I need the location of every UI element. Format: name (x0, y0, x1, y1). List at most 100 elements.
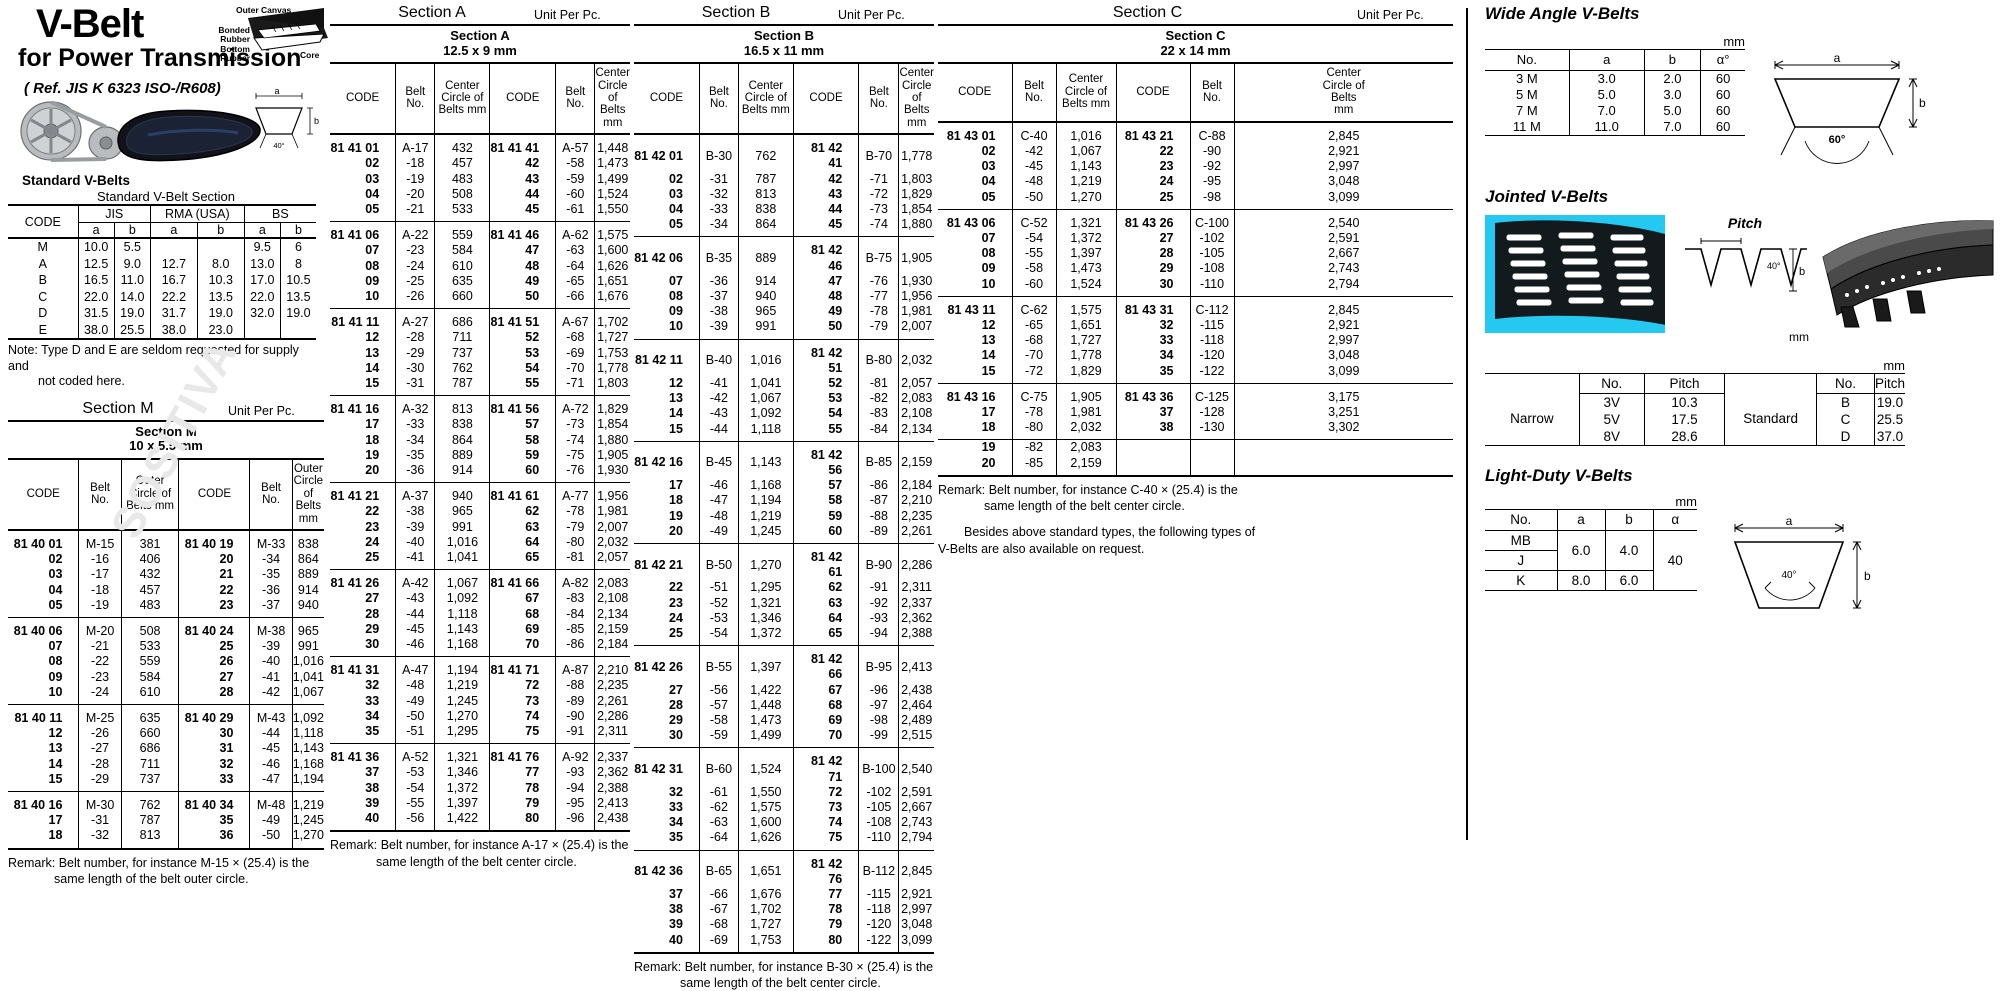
svb-cell-bs-b (279, 321, 316, 340)
section-c-unit: Unit Per Pc. (1357, 8, 1424, 22)
table-row: 33 -62 1,575 73 -105 2,667 (634, 800, 934, 816)
cell-code-left: 22 (669, 580, 683, 595)
cell-code-right: 33 (178, 771, 250, 793)
cell-belt-no-left: -29 (78, 771, 122, 793)
cell-code-right: 53 (489, 345, 556, 361)
cell-circle-left: 1,118 (434, 606, 490, 622)
cell-code-left: 02 (981, 143, 996, 158)
cell-belt-no-left: -26 (78, 726, 122, 742)
cell-circle-right: 2,108 (594, 591, 630, 607)
cell-belt-no-left: -56 (698, 682, 739, 698)
cell-code-right: 58 (489, 432, 556, 448)
cell-code-right: 74 (489, 708, 556, 725)
cell-belt-no-left: -44 (395, 606, 435, 622)
cell-circle-right: 1,880 (594, 432, 630, 448)
table-header-row: CODE Belt No. Outer Circle of Belts mm CODE Bel… (8, 458, 324, 532)
cell-belt-no-right: B-75 (858, 236, 899, 274)
section-b-header: Section B Unit Per Pc. (634, 4, 934, 22)
cell-circle-left: 762 (737, 134, 794, 172)
cell-belt-no-right: B-112 (858, 850, 899, 888)
cell-circle-left: 508 (434, 186, 490, 202)
table-row: 14 -43 1,092 54 -83 2,108 (634, 406, 934, 422)
section-b-remark: Remark: Belt number, for instance B-30 ×… (634, 959, 934, 991)
svb-group-bs: BS (243, 204, 316, 223)
cell-circle-right: 1,118 (291, 726, 324, 742)
table-row: 40 -56 1,422 80 -96 2,438 (330, 811, 630, 833)
svb-cell-bs-b: 10.5 (279, 272, 316, 289)
cell-code-left: 02 (669, 171, 683, 186)
table-row: 08 -37 940 48 -77 1,956 (634, 288, 934, 305)
cell-circle-left: 584 (434, 243, 490, 259)
table-row: 28 -57 1,448 68 -97 2,464 (634, 697, 934, 714)
section-c-sub2: 22 x 14 mm (1160, 42, 1231, 58)
cell-circle-right: 1,473 (594, 156, 630, 172)
cell-code-left: 81 42 16 (634, 455, 683, 470)
jointed-pitch-label: Pitch (1727, 215, 1763, 231)
table-row: 81 42 31 B-60 1,524 81 42 71 B-100 2,540 (634, 747, 934, 785)
cell-code-left: 15 (8, 771, 79, 793)
table-row: 23 -39 991 63 -79 2,007 (330, 519, 630, 535)
cell-code-left: 13 (48, 741, 63, 756)
cell-belt-no-left: -48 (1011, 174, 1056, 190)
table-row: A 12.5 9.0 12.7 8.0 13.0 8 (8, 255, 316, 272)
table-row: 5 M 5.0 3.0 60 (1485, 87, 1745, 103)
cell-code-left: 28 (365, 606, 380, 621)
jointed-fig-label-angle: 40° (1767, 261, 1781, 271)
cell-code-left: 07 (365, 243, 380, 258)
cell-code-left: 24 (669, 610, 683, 625)
cell-circle-left: 762 (120, 791, 179, 814)
svb-cell-jis-b: 5.5 (113, 238, 151, 256)
cell-belt-no-left: -51 (395, 724, 435, 745)
cell-belt-no-right: -110 (1189, 276, 1234, 297)
cell-circle-right: 2,743 (898, 815, 934, 831)
cell-code-right: 27 (1115, 230, 1190, 247)
section-m-body: 81 40 01 M-15 381 81 40 19 M-33 838 02 -16 406 20… (8, 530, 324, 850)
cell-code-right: 73 (489, 693, 556, 709)
cell-belt-no-right: -97 (858, 697, 899, 714)
section-a-thead: CODE Belt No. Center Circle of Belts mm CODE Be… (330, 63, 630, 136)
table-header-row: CODE Belt No. Center Circle of Belts mm CODE Be… (330, 63, 630, 136)
cell-belt-no-left: -31 (395, 375, 435, 397)
cell-code-left: 81 42 11 (634, 353, 683, 368)
cell-code-right: 62 (792, 580, 859, 596)
cell-belt-no-left: A-32 (395, 395, 435, 418)
cell-circle-left: 1,626 (737, 830, 794, 851)
cell-circle-left: 1,194 (737, 493, 794, 509)
cell-code-left: 81 40 01 (13, 537, 63, 551)
section-c-note2-line1: Besides above standard types, the follow… (964, 525, 1256, 540)
cell-circle-right: 1,981 (898, 304, 934, 320)
table-row: 02 -31 787 42 -71 1,803 (634, 171, 934, 187)
cell-circle-left: 457 (434, 156, 490, 172)
cell-code-left: 03 (669, 186, 683, 201)
pitch-cell-narrow-no: 8V (1578, 427, 1645, 446)
section-a-remark-line2: same length of the belt center circle. (376, 854, 577, 869)
cell-circle-right: 2,311 (594, 724, 630, 745)
table-row: 29 -45 1,143 69 -85 2,159 (330, 621, 630, 638)
cell-circle-left: 1,550 (737, 784, 794, 801)
cell-belt-no-right: -92 (858, 595, 899, 611)
cell-code-left: 81 43 01 (946, 128, 996, 143)
cell-belt-no-left: -18 (395, 156, 435, 172)
cell-circle-right: 1,880 (898, 217, 934, 238)
jointed-fig-label-b: b (1799, 266, 1805, 278)
cell-circle-right: 1,651 (594, 273, 630, 289)
cell-belt-no-left: -23 (78, 669, 122, 685)
cell-circle-left: 533 (434, 201, 490, 223)
cell-circle-right: 1,092 (291, 704, 324, 727)
cell-circle-right: 1,803 (898, 171, 934, 187)
cell-circle-right: 1,727 (594, 330, 630, 346)
cell-circle-left: 483 (434, 171, 490, 187)
table-row: 10 -60 1,524 30 -110 2,794 (938, 276, 1453, 297)
cell-circle-left: 914 (737, 273, 794, 289)
cell-code-right: 49 (792, 304, 859, 320)
cell-belt-no-left: -21 (395, 201, 435, 223)
cell-belt-no-right: -72 (858, 186, 899, 202)
cell-circle-right: 1,194 (291, 771, 324, 793)
cell-code-left: 14 (48, 756, 63, 771)
cell-belt-no-left: -16 (78, 552, 122, 568)
cell-code-left: 81 42 21 (634, 557, 683, 572)
cell-circle-right: 2,083 (898, 391, 934, 407)
cell-belt-no-left: -24 (78, 684, 122, 706)
cell-belt-no-right: -83 (858, 406, 899, 422)
cell-belt-no-right: -98 (858, 713, 899, 729)
